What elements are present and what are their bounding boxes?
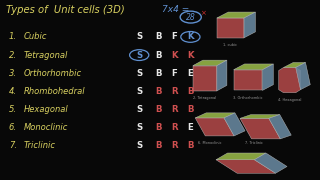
Text: E: E [188,69,193,78]
Polygon shape [216,160,276,173]
Text: 28: 28 [186,13,196,22]
Text: S: S [136,51,142,60]
Polygon shape [195,118,234,136]
Text: B: B [155,123,162,132]
Text: S: S [136,87,142,96]
Polygon shape [240,118,280,139]
Text: Hexagonal: Hexagonal [24,105,69,114]
Text: Orthorhombic: Orthorhombic [24,69,82,78]
Polygon shape [193,66,217,91]
Text: 3.: 3. [9,69,17,78]
Text: 7x4 =: 7x4 = [162,5,189,14]
Text: K: K [187,51,194,60]
Text: R: R [171,87,178,96]
Polygon shape [262,64,273,90]
Text: R: R [171,141,178,150]
Text: B: B [155,87,162,96]
Polygon shape [234,70,262,90]
Polygon shape [269,115,291,139]
Polygon shape [216,153,266,160]
Text: R: R [171,105,178,114]
Polygon shape [234,64,273,70]
Polygon shape [284,62,306,68]
Text: F: F [172,32,177,41]
Text: Rhombohedral: Rhombohedral [24,87,86,96]
Text: 6.: 6. [9,123,17,132]
Text: B: B [187,105,194,114]
Text: B: B [187,87,194,96]
Polygon shape [296,62,310,90]
Text: B: B [187,141,194,150]
Text: B: B [155,105,162,114]
Text: 1.: 1. [9,32,17,41]
Text: B: B [155,51,162,60]
Text: R: R [171,123,178,132]
Text: 7. Triclinic: 7. Triclinic [245,141,263,145]
Polygon shape [279,68,300,93]
Polygon shape [217,18,244,38]
Polygon shape [195,113,235,118]
Text: Tetragonal: Tetragonal [24,51,68,60]
Text: 6. Monoclinic: 6. Monoclinic [198,141,221,145]
Text: 2. Tetragonal: 2. Tetragonal [193,96,216,100]
Text: S: S [136,123,142,132]
Text: S: S [136,32,142,41]
Polygon shape [193,60,227,66]
Text: Triclinic: Triclinic [24,141,56,150]
Text: 5.: 5. [9,105,17,114]
Text: Cubic: Cubic [24,32,47,41]
Text: 4. Hexagonal: 4. Hexagonal [278,98,301,102]
Text: B: B [155,32,162,41]
Text: E: E [188,123,193,132]
Text: K: K [187,32,194,41]
Text: Types of  Unit cells (3D): Types of Unit cells (3D) [6,5,125,15]
Text: 7.: 7. [9,141,17,150]
Text: ×: × [200,10,206,16]
Polygon shape [217,60,227,91]
Polygon shape [224,113,245,136]
Polygon shape [254,153,287,173]
Text: S: S [136,141,142,150]
Text: F: F [172,69,177,78]
Polygon shape [244,12,255,38]
Text: 4.: 4. [9,87,17,96]
Text: Monoclinic: Monoclinic [24,123,68,132]
Polygon shape [240,115,280,118]
Text: 2.: 2. [9,51,17,60]
Text: 3. Orthorhombic: 3. Orthorhombic [233,96,263,100]
Polygon shape [217,12,255,18]
Text: 1. cubic: 1. cubic [223,43,237,47]
Text: B: B [155,69,162,78]
Text: B: B [155,141,162,150]
Text: S: S [136,69,142,78]
Text: K: K [171,51,178,60]
Text: S: S [136,105,142,114]
